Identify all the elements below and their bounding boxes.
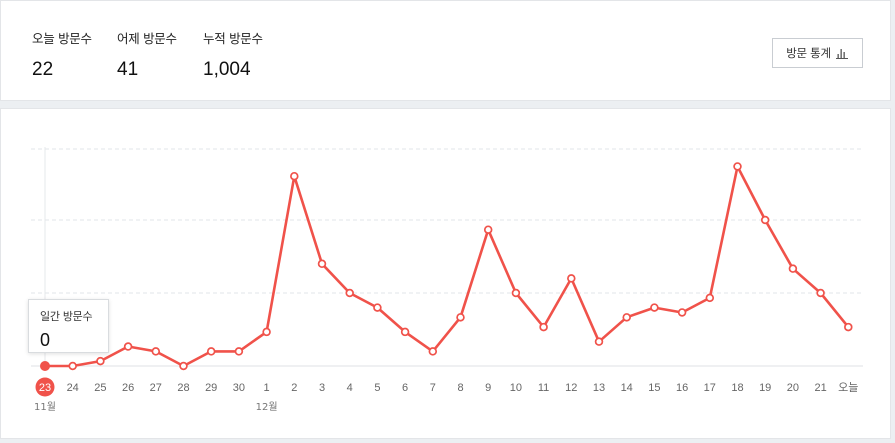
data-point [456,313,465,322]
month-label: 12월 [256,401,278,413]
x-tick-label: 17 [704,382,716,394]
chart-tooltip: 일간 방문수 0 [28,299,109,353]
x-tick-label: 12 [565,382,577,394]
data-point [262,327,271,337]
today-visits-value: 22 [32,59,54,80]
x-tick-label: 13 [593,382,605,394]
x-tick-label: 2 [291,382,297,394]
x-tick-label: 14 [621,382,633,394]
data-point [705,293,715,303]
visit-stats-button[interactable]: 방문 통계 [772,38,863,68]
tooltip-label: 일간 방문수 [40,310,93,323]
x-tick-label: 11 [538,382,549,394]
x-tick-label: 30 [233,382,245,394]
x-tick-label: 21 [814,382,826,394]
x-tick-label: 4 [347,382,353,394]
data-point [206,347,216,356]
x-tick-label: 9 [485,382,491,394]
x-tick-label: 18 [731,382,743,394]
tooltip-value: 0 [40,330,51,350]
x-tick-label: 15 [648,382,660,394]
data-point [68,361,77,371]
data-point [123,342,133,351]
data-point [483,225,493,234]
x-tick-label: 1 [264,382,270,394]
x-tick-label: 3 [319,382,325,394]
data-point [677,308,687,317]
data-point [816,288,825,298]
today-visits-label: 오늘 방문수 [32,31,92,46]
data-point-selected [40,361,50,371]
data-point [788,264,798,273]
x-tick-label: 8 [457,382,463,394]
daily-visits-chart: 23 24 25 26 27 28 29 30 1 2 3 4 5 6 7 8 9 10 11 12 13 14 15 16 1… [31,147,863,413]
daily-visits-chart-panel: 23 24 25 26 27 28 29 30 1 2 3 4 5 6 7 8 9 10 11 12 13 14 15 16 1… [0,108,891,439]
data-point [650,303,659,312]
data-point [373,303,382,312]
data-point [760,215,770,225]
x-tick-label: 28 [177,382,189,394]
x-tick-label: 29 [205,382,217,394]
x-tick-label: 7 [430,382,436,394]
data-point [539,322,548,332]
series-line [45,165,850,368]
data-point [400,327,410,337]
x-tick-label: 16 [676,382,688,394]
x-tick-label-selected: 23 [39,382,51,394]
visit-stats-button-label: 방문 통계 [786,46,831,60]
data-point [733,162,742,171]
visit-summary-panel: 오늘 방문수 22 어제 방문수 41 누적 방문수 1,004 방문 통계 [0,0,891,101]
yesterday-visits-label: 어제 방문수 [117,31,177,46]
today-visits: 오늘 방문수 22 [32,28,92,81]
yesterday-visits-value: 41 [117,59,139,80]
data-point [234,347,244,356]
total-visits-value: 1,004 [203,59,251,80]
data-point [96,356,105,366]
data-point [290,171,299,181]
data-point [594,337,604,346]
data-point [567,274,576,283]
x-tick-label: 25 [94,382,106,394]
data-point [179,361,188,371]
x-tick-label: 20 [787,382,799,394]
data-point [428,347,438,356]
x-tick-label: 10 [510,382,522,394]
data-point [151,347,161,356]
data-point [345,288,354,298]
data-point [511,288,521,298]
month-label: 11월 [34,401,56,413]
data-point [317,259,327,269]
selected-date-badge [35,377,55,397]
x-tick-label: 오늘 [838,381,858,394]
bar-chart-icon [835,48,849,59]
x-tick-label: 5 [374,382,380,394]
x-tick-label: 27 [150,382,162,394]
x-tick-label: 24 [67,382,79,394]
yesterday-visits: 어제 방문수 41 [117,28,177,81]
data-point [622,313,631,322]
data-point [844,322,853,332]
total-visits: 누적 방문수 1,004 [203,28,263,81]
x-tick-label: 19 [759,382,771,394]
x-tick-label: 6 [402,382,408,394]
x-tick-label: 26 [122,382,134,394]
total-visits-label: 누적 방문수 [203,31,263,46]
